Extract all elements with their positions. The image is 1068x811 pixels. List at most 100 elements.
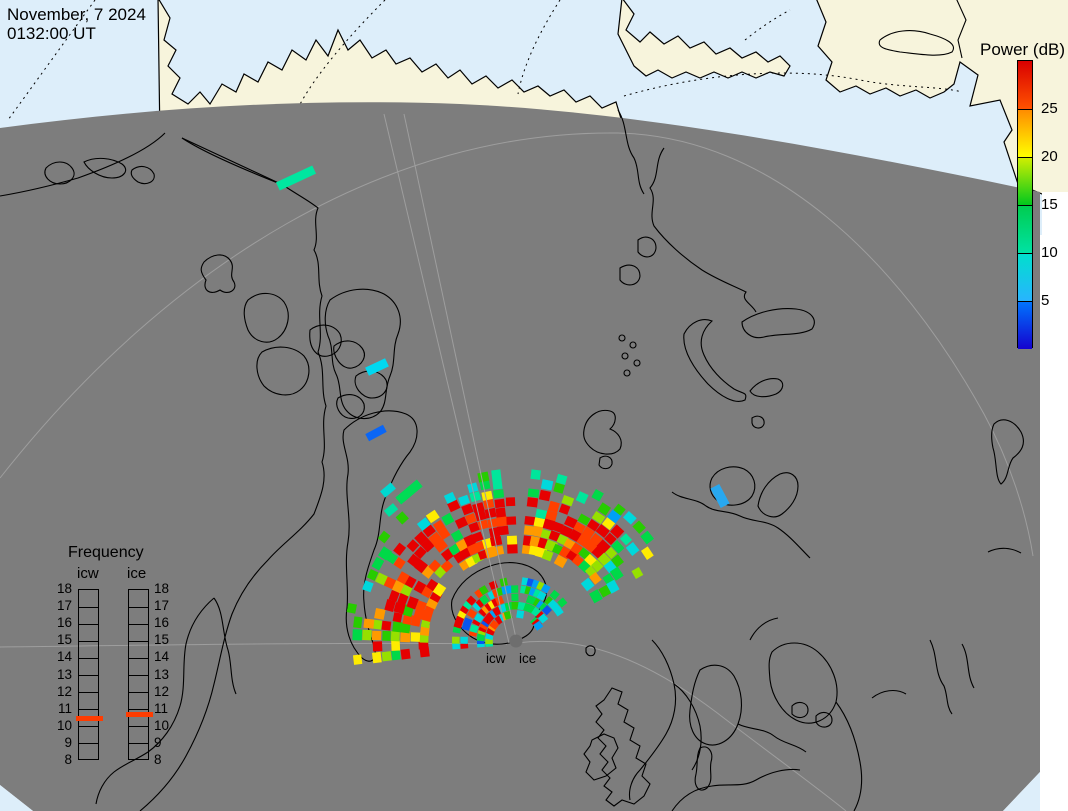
radar-cell: [496, 515, 508, 527]
frequency-cell-line: [129, 692, 148, 694]
colorbar-divider: [1017, 157, 1033, 158]
radar-cell: [575, 491, 589, 505]
timestamp-date: November, 7 2024: [7, 5, 146, 24]
white-sea: [768, 642, 838, 724]
great-britain: [595, 687, 651, 807]
radar-cell: [393, 557, 406, 570]
radar-cell: [461, 503, 474, 516]
radar-cell-near: [462, 599, 474, 610]
frequency-cell-line: [79, 692, 98, 694]
radar-cell: [488, 527, 501, 539]
radar-cell: [391, 650, 401, 661]
radar-cell: [558, 503, 571, 515]
franz-josef-1: [618, 334, 626, 342]
frequency-scale-label-right: 11: [154, 700, 169, 716]
frequency-scale-label-right: 17: [154, 598, 170, 614]
frequency-scale-label-left: 18: [56, 581, 72, 596]
radar-cell: [428, 559, 441, 573]
radar-cell: [399, 584, 413, 597]
frequency-cell-line: [79, 675, 98, 676]
gulf-of-bothnia: [689, 664, 743, 746]
colorbar-tick-label: 5: [1041, 292, 1050, 309]
radar-cell: [589, 571, 602, 585]
radar-cell: [426, 578, 439, 592]
hudson-bay: [95, 597, 215, 805]
radar-cell: [413, 580, 427, 594]
radar-cell-near: [478, 606, 489, 617]
frequency-scale-label-left: 15: [56, 632, 72, 648]
radar-cell: [609, 566, 624, 581]
radar-cell: [422, 524, 436, 538]
radar-cell: [505, 497, 516, 507]
alaska-canada-border: [181, 137, 284, 186]
radar-cell: [397, 592, 409, 606]
kola-coast: [749, 617, 779, 641]
radar-cell: [606, 509, 622, 524]
arctic-island-small: [200, 254, 236, 293]
radar-cell: [622, 510, 637, 525]
frequency-scale-label-left: 12: [56, 683, 72, 699]
radar-cell: [591, 559, 604, 573]
colorbar-tick-label: 10: [1041, 244, 1058, 261]
radar-cell: [372, 641, 383, 652]
radar-cell: [589, 589, 603, 604]
pechora-coast: [671, 491, 811, 559]
prince-patrick-island: [309, 324, 342, 357]
frequency-scale-label-left: 11: [57, 700, 72, 716]
radar-cell: [506, 516, 517, 525]
frequency-scale-label-right: 8: [154, 752, 162, 767]
radar-cell: [601, 517, 616, 531]
radar-cell: [495, 507, 507, 518]
radar-cell: [551, 521, 565, 534]
radar-cell: [374, 607, 386, 620]
frequency-scale-label-right: 12: [154, 683, 170, 699]
frequency-scale-label-right: 9: [154, 734, 162, 750]
radar-cell: [428, 531, 443, 547]
radar-cell-near: [494, 595, 505, 606]
backscatter-streak: [365, 424, 387, 442]
radar-cell-near: [474, 588, 485, 599]
colorbar-segment: [1018, 109, 1032, 157]
radar-cell: [372, 619, 383, 630]
radar-cell: [390, 631, 400, 642]
frequency-scale-label-left: 8: [64, 752, 72, 767]
frequency-scale-label-right: 15: [154, 632, 170, 648]
radar-cell: [613, 503, 626, 516]
radar-cell-near: [531, 606, 542, 618]
radar-cell: [377, 530, 391, 544]
radar-cell: [386, 552, 398, 565]
radar-cell-near: [517, 601, 526, 611]
radar-cell: [563, 515, 578, 529]
radar-cell: [586, 519, 600, 532]
radar-cell: [527, 488, 540, 498]
radar-cell: [381, 620, 392, 631]
radar-cell: [450, 529, 464, 543]
frequency-column-icw-label: icw: [77, 565, 99, 582]
radar-cell: [553, 482, 565, 494]
radar-cell: [523, 525, 535, 536]
radar-cell-near: [473, 613, 484, 624]
radar-cell: [530, 469, 541, 480]
radar-cell: [384, 599, 396, 613]
baltic-south-coast: [671, 768, 801, 811]
radar-cell: [481, 490, 493, 501]
radar-cell-near: [541, 605, 552, 616]
radar-cell: [474, 509, 487, 522]
radar-cell: [610, 554, 625, 568]
frequency-cell-line: [79, 606, 98, 608]
ob-coast: [987, 547, 1022, 554]
colorbar-segment: [1018, 61, 1032, 109]
radar-cell: [560, 525, 573, 538]
corner-wedge-se: [1003, 772, 1040, 811]
frequency-cell-line: [129, 606, 148, 608]
radar-cell: [542, 518, 556, 531]
frequency-cell-line: [129, 709, 148, 711]
radar-cell: [392, 621, 403, 633]
frequency-scale-label-left: 9: [64, 734, 72, 750]
latitude-arc: [0, 132, 1034, 557]
radar-cell: [487, 518, 498, 529]
radar-cell: [577, 513, 591, 526]
radar-cell: [524, 515, 537, 526]
kolguyev-island: [709, 466, 756, 506]
